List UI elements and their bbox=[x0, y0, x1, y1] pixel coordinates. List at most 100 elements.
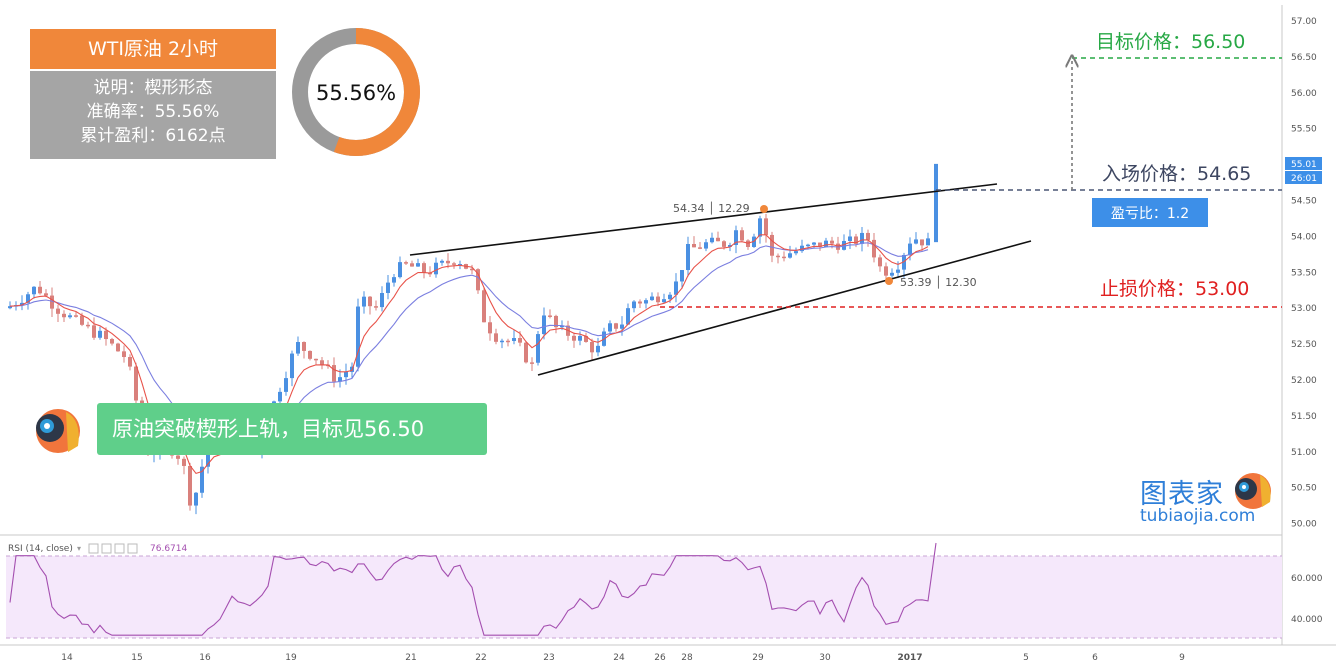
x-tick-label: 26 bbox=[654, 653, 666, 663]
candle-body bbox=[644, 300, 648, 304]
brand-logo-small-icon bbox=[1235, 473, 1271, 509]
candle-body bbox=[914, 239, 918, 244]
candle-body bbox=[848, 236, 852, 241]
candle-body bbox=[812, 242, 816, 245]
candle-body bbox=[188, 465, 192, 506]
breakout-candle bbox=[934, 163, 938, 243]
candle-body bbox=[476, 269, 480, 291]
candle-body bbox=[578, 335, 582, 341]
candle-body bbox=[176, 455, 180, 459]
candle-body bbox=[608, 323, 612, 332]
candle-body bbox=[284, 378, 288, 392]
candle-body bbox=[314, 358, 318, 361]
candle-body bbox=[590, 341, 594, 353]
candle-body bbox=[308, 350, 312, 359]
close-icon[interactable] bbox=[127, 543, 138, 554]
y-tick-label: 53.50 bbox=[1291, 268, 1317, 278]
candle-body bbox=[62, 313, 66, 318]
target-label: 目标价格：56.50 bbox=[1096, 31, 1245, 53]
candle-body bbox=[620, 324, 624, 329]
candle-body bbox=[554, 315, 558, 328]
candle-body bbox=[200, 466, 204, 493]
rsi-band bbox=[6, 556, 1282, 638]
candle-body bbox=[290, 353, 294, 379]
candle-body bbox=[338, 377, 342, 382]
candle-body bbox=[404, 262, 408, 264]
candle-body bbox=[818, 242, 822, 247]
chevron-down-icon[interactable]: ▾ bbox=[77, 544, 81, 553]
accuracy-rate: 准确率：55.56% bbox=[86, 102, 220, 122]
candle-body bbox=[710, 237, 714, 243]
wedge-upper-line bbox=[409, 183, 998, 256]
countdown-tag bbox=[1285, 171, 1322, 184]
candle-body bbox=[92, 325, 96, 338]
candle-body bbox=[656, 296, 660, 303]
rsi-tick-40: 40.000 bbox=[1291, 615, 1323, 625]
x-tick-label: 5 bbox=[1023, 653, 1029, 663]
candle-body bbox=[662, 299, 666, 303]
candle-body bbox=[668, 294, 672, 300]
candle-body bbox=[368, 296, 372, 307]
rsi-controls[interactable]: ▾ bbox=[77, 543, 138, 554]
candle-body bbox=[26, 294, 30, 303]
y-tick-label: 55.50 bbox=[1291, 125, 1317, 135]
x-tick-label: 2017 bbox=[897, 653, 922, 663]
x-tick-label: 22 bbox=[475, 653, 486, 663]
wedge-lower-line bbox=[537, 240, 1032, 376]
rsi-tick-60: 60.000 bbox=[1291, 574, 1323, 584]
candle-body bbox=[512, 338, 516, 341]
candle-body bbox=[548, 315, 552, 317]
candle-body bbox=[506, 340, 510, 343]
add-icon[interactable] bbox=[114, 543, 125, 554]
candle-body bbox=[764, 218, 768, 235]
candle-body bbox=[386, 282, 390, 293]
y-tick-label: 51.00 bbox=[1291, 448, 1317, 458]
y-tick-label: 54.00 bbox=[1291, 232, 1317, 242]
brand-logo-icon bbox=[36, 409, 80, 453]
candle-body bbox=[650, 296, 654, 301]
x-tick-label: 19 bbox=[285, 653, 297, 663]
candle-body bbox=[296, 342, 300, 354]
x-tick-label: 6 bbox=[1092, 653, 1098, 663]
last-price-text: 55.01 bbox=[1291, 160, 1317, 170]
high-mark-label: 54.34 │ 12.29 bbox=[673, 201, 750, 215]
candle-body bbox=[824, 240, 828, 247]
x-axis-ticks: 14 15 16 19 21 22 23 24 26 28 29 30 2017 5 6 9 bbox=[61, 653, 1185, 663]
stop-label: 止损价格：53.00 bbox=[1100, 278, 1249, 300]
x-tick-label: 23 bbox=[543, 653, 554, 663]
candle-body bbox=[722, 241, 726, 247]
settings-icon[interactable] bbox=[101, 543, 112, 554]
y-tick-label: 50.50 bbox=[1291, 484, 1317, 494]
candle-body bbox=[44, 293, 48, 296]
entry-label: 入场价格：54.65 bbox=[1102, 163, 1251, 185]
candle-body bbox=[530, 362, 534, 364]
y-tick-label: 51.50 bbox=[1291, 412, 1317, 422]
low-mark-label: 53.39 │ 12.30 bbox=[900, 275, 977, 289]
donut-arc bbox=[292, 28, 420, 156]
y-tick-label: 56.00 bbox=[1291, 89, 1317, 99]
candle-body bbox=[674, 281, 678, 295]
x-tick-label: 9 bbox=[1179, 653, 1185, 663]
candle-body bbox=[740, 230, 744, 241]
candle-body bbox=[716, 237, 720, 242]
candle-body bbox=[542, 315, 546, 335]
candle-body bbox=[302, 342, 306, 351]
candle-body bbox=[596, 345, 600, 353]
candle-body bbox=[380, 292, 384, 308]
candle-body bbox=[884, 266, 888, 276]
candle-body bbox=[704, 242, 708, 249]
candle-body bbox=[194, 492, 198, 506]
risk-reward-badge bbox=[1092, 198, 1208, 227]
candle-body bbox=[782, 256, 786, 259]
eye-icon[interactable] bbox=[88, 543, 99, 554]
candle-body bbox=[572, 335, 576, 341]
candle-body bbox=[854, 236, 858, 244]
candle-body bbox=[770, 234, 774, 256]
candle-body bbox=[524, 342, 528, 363]
candle-body bbox=[632, 301, 636, 309]
wedge-low-point bbox=[885, 277, 893, 285]
candle-body bbox=[482, 290, 486, 323]
candle-body bbox=[86, 324, 90, 327]
candle-body bbox=[134, 366, 138, 401]
